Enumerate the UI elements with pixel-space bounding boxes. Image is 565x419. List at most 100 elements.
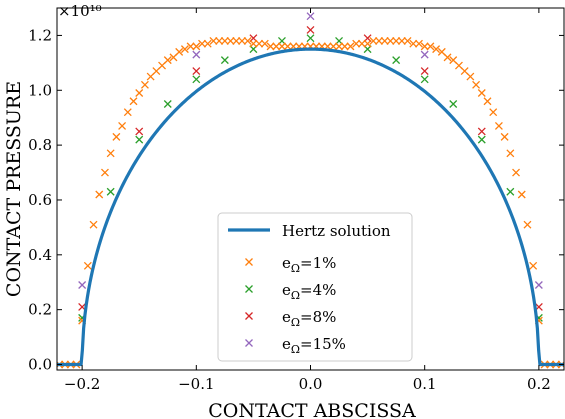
data-point-e1 [106,149,115,158]
y-tick-label: 0.4 [28,246,52,264]
data-point-e8 [192,67,201,76]
x-tick-label: 0.1 [413,375,437,393]
data-point-e1 [375,36,383,45]
data-point-e1 [529,261,538,270]
legend-box [217,212,413,362]
x-tick-label: −0.1 [178,375,214,393]
data-point-e1 [397,36,406,45]
data-point-e8 [477,127,486,136]
data-point-e1 [135,89,144,97]
y-tick-label: 1.0 [28,81,52,99]
data-point-e1 [118,121,127,130]
legend-swatch-e8 [245,312,253,320]
data-point-e8 [135,127,144,136]
data-point-e1 [112,132,121,141]
data-point-e1 [198,39,206,48]
data-point-e1 [426,42,435,51]
data-point-e1 [272,42,281,51]
data-point-e4 [420,75,429,84]
data-point-e1 [192,42,201,51]
data-point-e1 [466,72,475,81]
data-point-e1 [340,42,349,51]
data-point-e1 [266,42,275,51]
data-point-e1 [220,36,229,45]
y-tick-label: 0.2 [28,301,52,319]
legend-swatch-e4 [245,285,253,293]
data-point-e4 [477,135,486,144]
data-point-e1 [432,45,441,54]
data-point-e15 [306,12,315,21]
data-point-e1 [380,36,389,45]
data-point-e1 [226,36,235,45]
y-tick-label: 0.6 [28,191,52,209]
legend-label-e4: eΩ=4% [282,281,336,302]
data-point-e1 [95,190,104,199]
data-point-e1 [83,261,92,270]
data-point-e1 [243,36,252,45]
data-point-e1 [357,39,366,48]
data-point-e1 [255,39,264,48]
x-tick-label: 0.0 [299,375,323,393]
data-point-e1 [420,42,429,51]
data-point-e1 [409,39,418,48]
hertz-solution-line [57,47,564,367]
data-point-e8 [420,67,429,76]
data-point-e1 [260,39,269,48]
data-point-e1 [215,36,224,45]
data-point-e1 [89,220,98,229]
legend-label-e15: eΩ=15% [282,335,346,356]
data-point-e1 [386,36,395,45]
y-offset-label: ×10¹⁰ [58,2,102,20]
data-point-e1 [506,149,515,158]
data-point-e4 [106,187,115,196]
data-point-e1 [232,36,241,45]
data-point-e1 [329,42,338,51]
y-tick-label: 1.2 [28,26,52,44]
data-point-e15 [78,281,87,289]
data-point-e1 [129,97,138,106]
data-point-e4 [449,100,458,108]
data-point-e1 [186,42,195,51]
x-axis-label: CONTACT ABSCISSA [208,400,416,419]
legend-label-e8: eΩ=8% [282,308,336,329]
data-point-e4 [306,34,315,43]
data-point-e1 [500,132,509,141]
data-point-e4 [506,187,515,196]
data-point-e1 [477,89,486,97]
data-point-e1 [415,39,423,48]
legend-swatch-e15 [245,339,253,347]
data-point-e1 [489,108,498,117]
data-point-e1 [403,36,412,45]
data-point-e4 [392,56,401,65]
data-point-e1 [392,36,401,45]
data-point-e15 [534,281,543,289]
legend-label-e1: eΩ=1% [282,254,336,275]
data-point-e1 [123,108,132,117]
data-point-e1 [494,121,503,130]
data-point-e1 [512,168,521,177]
data-point-e1 [180,45,189,54]
data-point-e4 [163,100,172,108]
data-point-e4 [220,56,229,65]
data-point-e1 [443,53,452,62]
data-point-e1 [163,56,172,65]
data-point-e1 [369,36,378,45]
data-point-e1 [352,39,361,48]
plot-data-layer [57,12,564,369]
x-tick-label: −0.2 [64,375,100,393]
data-point-e1 [363,39,372,48]
y-tick-label: 0.0 [28,356,52,374]
data-point-e1 [203,39,212,48]
data-point-e1 [249,39,258,48]
data-point-e4 [135,135,144,144]
data-point-e1 [140,80,149,89]
data-point-e1 [472,80,481,89]
data-point-e1 [100,168,109,177]
data-point-e1 [483,97,492,106]
data-point-e8 [306,25,315,34]
data-point-e15 [192,50,201,59]
data-point-e1 [523,220,532,229]
data-point-e1 [277,42,286,51]
legend: Hertz solution eΩ=1% eΩ=4% eΩ=8% eΩ=15% [217,212,413,362]
